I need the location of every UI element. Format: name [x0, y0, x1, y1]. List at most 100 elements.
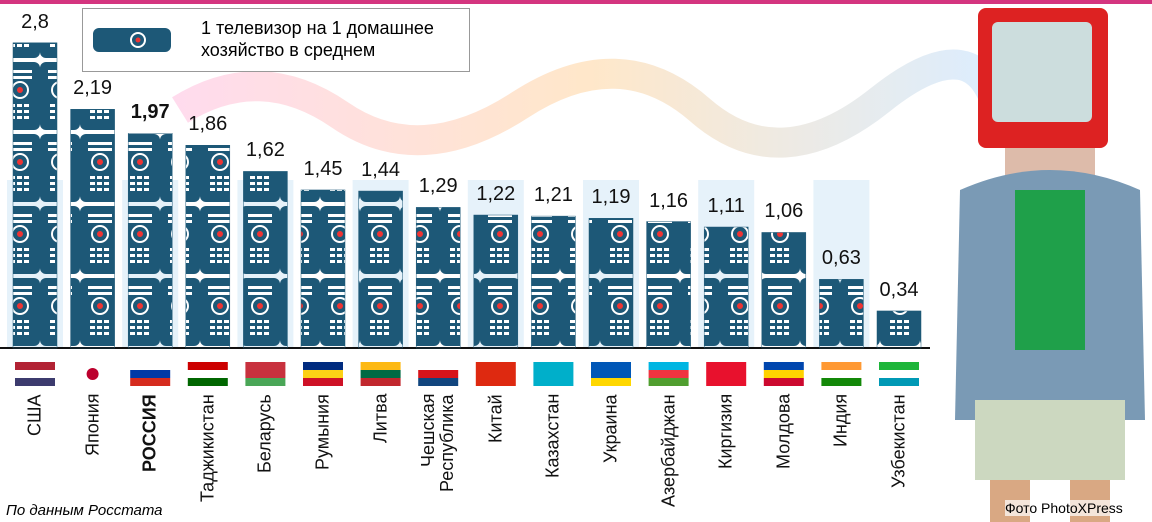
x-tick-label: Молдова — [773, 394, 794, 470]
flag — [763, 370, 804, 378]
x-tick-label: Азербайджан — [658, 394, 679, 507]
flag — [72, 362, 113, 370]
x-tick-label: Беларусь — [254, 394, 275, 473]
photo-credit: Фото PhotoXPress — [1005, 500, 1123, 516]
bar — [70, 109, 115, 349]
bar — [185, 145, 231, 349]
flag — [360, 370, 401, 378]
sound-wave — [172, 49, 1015, 158]
bar — [531, 215, 576, 349]
flag — [130, 378, 171, 386]
flag — [591, 362, 631, 370]
x-tick-label: Чешская Республика — [418, 394, 458, 492]
flag — [72, 378, 113, 386]
x-tick-label: Казахстан — [542, 394, 563, 479]
value-label: 0,34 — [879, 278, 919, 301]
flag — [591, 370, 631, 378]
x-tick-label: РОССИЯ — [139, 394, 160, 472]
photo — [955, 8, 1145, 522]
value-label: 1,11 — [707, 195, 745, 217]
flag — [303, 362, 343, 370]
bar — [127, 133, 173, 349]
flag — [86, 368, 99, 380]
flag — [418, 370, 459, 378]
x-tick-label: Япония — [82, 394, 103, 457]
bar — [876, 310, 922, 349]
flag — [821, 362, 862, 370]
flag — [245, 378, 286, 386]
bar — [819, 279, 864, 349]
flag — [15, 378, 55, 386]
x-tick-label: Украина — [600, 394, 621, 463]
bar — [761, 232, 807, 349]
flag — [533, 370, 574, 378]
flag — [360, 362, 401, 370]
value-label: 1,97 — [130, 101, 170, 124]
bar — [358, 190, 403, 349]
flag — [187, 362, 228, 370]
legend-icon — [93, 28, 171, 52]
value-label: 1,06 — [764, 200, 804, 223]
flag — [187, 378, 228, 386]
value-label: 1,62 — [245, 139, 285, 162]
top-rule — [0, 0, 1152, 4]
value-label: 1,29 — [418, 175, 458, 198]
flag — [879, 378, 919, 386]
bar — [415, 207, 461, 349]
flag — [15, 370, 55, 378]
value-label: 1,16 — [649, 189, 689, 212]
bar — [588, 218, 634, 349]
flag — [418, 362, 459, 370]
flag — [15, 362, 55, 370]
flag — [533, 362, 574, 370]
bar — [243, 171, 288, 349]
value-label: 1,45 — [303, 157, 343, 180]
value-label: 1,86 — [188, 113, 228, 136]
flag — [187, 370, 228, 378]
value-label: 1,19 — [591, 186, 631, 209]
bar — [12, 42, 58, 349]
x-tick-label: Литва — [370, 394, 391, 444]
flag — [475, 370, 516, 378]
flag — [130, 370, 171, 378]
flag — [245, 370, 286, 378]
value-label: 1,44 — [361, 159, 401, 182]
x-tick-label: США — [24, 394, 45, 436]
flag — [360, 378, 401, 386]
x-tick-label: Узбекистан — [888, 394, 909, 488]
legend-text: 1 телевизор на 1 домашнее хозяйство в ср… — [201, 18, 434, 60]
value-label: 0,63 — [821, 247, 861, 270]
legend: 1 телевизор на 1 домашнее хозяйство в ср… — [82, 8, 470, 72]
x-tick-label: Китай — [485, 394, 506, 443]
x-tick-label: Таджикистан — [197, 394, 218, 502]
bar — [646, 221, 691, 349]
flag — [418, 378, 459, 386]
flag — [706, 378, 747, 386]
value-label: 1,21 — [533, 184, 573, 207]
flag — [245, 362, 286, 370]
source: По данным Росстата — [6, 502, 163, 519]
flag — [475, 378, 516, 386]
flag — [130, 362, 171, 370]
flag — [648, 378, 689, 386]
flag — [591, 378, 631, 386]
flag — [879, 362, 919, 370]
value-label: 1,22 — [476, 183, 516, 206]
bar — [703, 226, 749, 349]
flag — [763, 362, 804, 370]
flag — [763, 378, 804, 386]
flag — [706, 370, 747, 378]
flag — [821, 370, 862, 378]
value-label: 2,8 — [21, 10, 49, 33]
bar — [473, 214, 519, 349]
flag — [475, 362, 516, 370]
bar — [300, 189, 346, 349]
flag — [879, 370, 919, 378]
flag — [648, 370, 689, 378]
x-tick-label: Румыния — [312, 394, 333, 470]
flag — [821, 378, 862, 386]
flag — [533, 378, 574, 386]
flag — [303, 370, 343, 378]
